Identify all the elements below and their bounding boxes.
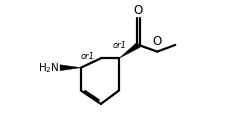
Text: O: O (134, 4, 143, 17)
Text: or1: or1 (80, 52, 94, 61)
Text: or1: or1 (113, 41, 127, 50)
Text: H$_2$N: H$_2$N (38, 61, 59, 75)
Polygon shape (119, 42, 140, 58)
Text: O: O (153, 35, 162, 48)
Polygon shape (60, 65, 81, 71)
